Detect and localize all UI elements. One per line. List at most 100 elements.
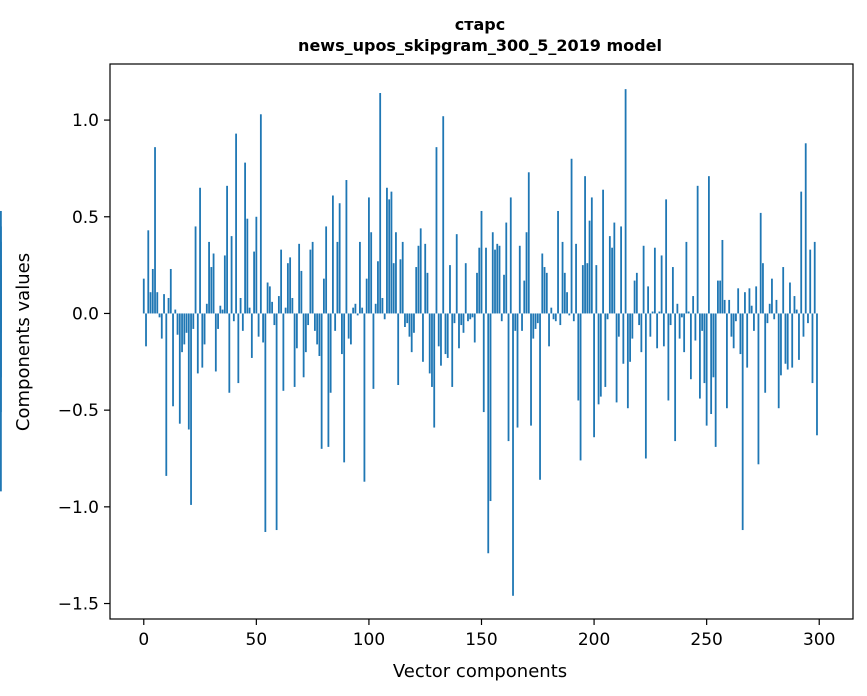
bar-241: [685, 241, 688, 314]
bar-23: [194, 226, 197, 314]
bar-144: [467, 313, 469, 322]
bar-272: [755, 286, 758, 314]
bar-55: [266, 282, 269, 314]
bar-140: [458, 313, 460, 349]
bar-179: [545, 272, 548, 314]
bar-58: [273, 313, 276, 326]
bar-18: [183, 313, 186, 345]
bar-121: [415, 267, 418, 314]
bar-33: [217, 313, 219, 329]
bar-257: [721, 239, 724, 314]
bar-56: [268, 286, 271, 314]
bar-180: [548, 313, 550, 347]
bar-102: [372, 313, 375, 389]
x-tick-label: 50: [246, 630, 268, 650]
bar-62: [282, 313, 285, 391]
bar-199: [590, 197, 593, 314]
x-axis-label: Vector components: [393, 661, 567, 682]
bar-48: [250, 313, 253, 358]
bar-225: [649, 313, 652, 337]
bar-112: [395, 232, 397, 314]
bar-19: [185, 313, 188, 333]
bar-295: [807, 313, 809, 324]
bar-299: [816, 313, 818, 436]
bar-76: [313, 313, 316, 331]
bar-164: [512, 313, 514, 596]
bar-13: [172, 313, 174, 407]
bar-155: [491, 232, 494, 314]
bar-20: [187, 313, 190, 430]
bar-107: [383, 313, 386, 320]
bar-297: [811, 313, 814, 384]
bar-167: [518, 245, 521, 314]
bar-128: [431, 313, 433, 387]
bar-84: [332, 195, 334, 314]
bar-292: [800, 191, 803, 314]
bar-106: [381, 297, 384, 314]
bar-234: [669, 313, 672, 326]
bar-135: [446, 313, 449, 358]
bar-88: [341, 313, 343, 355]
bar-255: [717, 280, 719, 314]
bar-66: [291, 297, 294, 314]
bar-40: [232, 313, 235, 322]
bar-10: [165, 313, 168, 476]
bar-154: [489, 313, 492, 502]
bar-248: [701, 313, 704, 331]
bar-27: [203, 313, 206, 345]
bar-145: [469, 313, 472, 320]
bar-161: [505, 222, 508, 314]
bar-146: [471, 313, 474, 318]
bar-213: [622, 313, 625, 364]
bar-136: [449, 265, 451, 314]
bar-195: [581, 265, 584, 314]
bar-11: [167, 297, 170, 314]
bar-36: [223, 255, 226, 314]
bar-269: [748, 288, 751, 314]
bar-298: [813, 241, 816, 314]
bar-169: [523, 280, 526, 314]
bar-39: [230, 236, 233, 314]
bar-205: [604, 313, 607, 387]
bar-210: [615, 313, 618, 403]
bar-222: [642, 245, 645, 314]
bar-92: [350, 313, 352, 345]
bar-215: [626, 313, 629, 409]
bar-212: [620, 226, 622, 314]
bar-260: [728, 299, 731, 314]
bar-252: [710, 313, 713, 415]
bar-286: [786, 313, 789, 370]
bar-271: [753, 313, 755, 331]
y-tick-label: −1.5: [58, 595, 99, 615]
bar-251: [708, 176, 710, 314]
bar-29: [208, 241, 210, 314]
bar-137: [451, 313, 454, 387]
bar-288: [791, 313, 794, 368]
bar-247: [699, 313, 701, 399]
bar-59: [275, 313, 278, 531]
bar-202: [597, 313, 600, 405]
bar-218: [633, 280, 636, 314]
bar-259: [726, 313, 728, 409]
bar-17: [181, 313, 183, 353]
bar-16: [178, 313, 181, 424]
bar-45: [244, 162, 246, 314]
bar-126: [426, 272, 429, 314]
bar-25: [199, 187, 201, 314]
bar-97: [361, 307, 364, 314]
bar-65: [289, 257, 292, 314]
bar-182: [552, 313, 555, 320]
bar-232: [665, 199, 668, 314]
bar-131: [437, 313, 440, 347]
bar-280: [773, 313, 776, 320]
bar-253: [712, 313, 715, 378]
bar-277: [766, 313, 769, 324]
bar-14: [174, 309, 177, 314]
bar-143: [464, 263, 467, 314]
bar-undefined: [0, 313, 2, 492]
bar-132: [440, 313, 442, 366]
bar-117: [406, 313, 409, 324]
bar-94: [354, 303, 357, 314]
bar-125: [424, 243, 427, 314]
